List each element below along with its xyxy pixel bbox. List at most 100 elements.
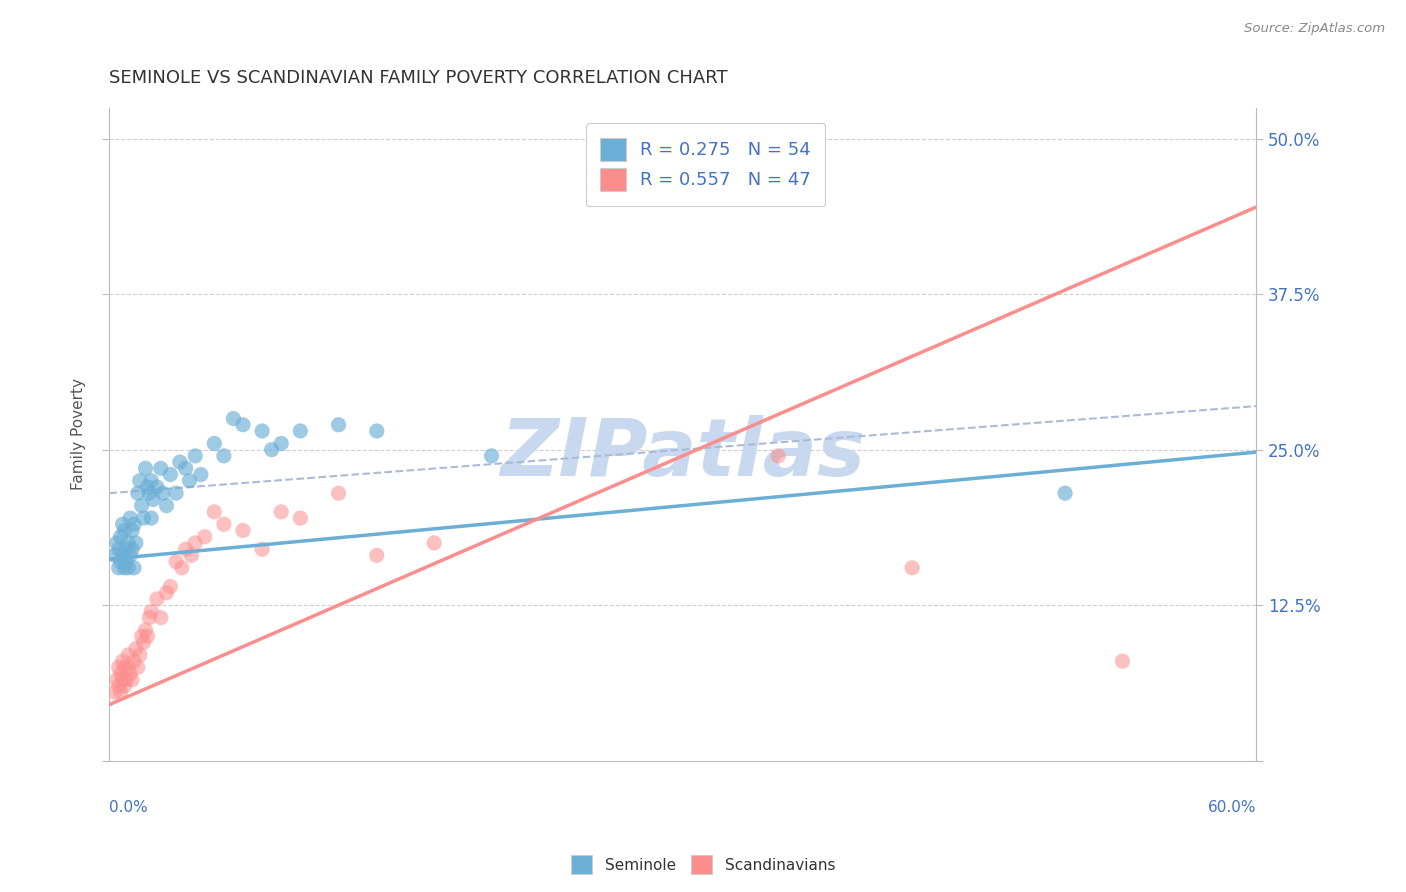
- Point: [120, 666, 142, 681]
- Point: [120, 511, 142, 525]
- Point: [328, 486, 350, 500]
- Point: [232, 524, 254, 538]
- Legend: Seminole, Scandinavians: Seminole, Scandinavians: [565, 849, 841, 880]
- Point: [107, 660, 129, 674]
- Point: [170, 561, 193, 575]
- Point: [122, 517, 145, 532]
- Point: [115, 542, 138, 557]
- Point: [117, 561, 139, 575]
- Text: 60.0%: 60.0%: [1208, 799, 1257, 814]
- Point: [117, 660, 139, 674]
- Point: [114, 660, 136, 674]
- Point: [115, 673, 138, 687]
- Point: [121, 673, 143, 687]
- Point: [180, 549, 202, 563]
- Point: [138, 486, 160, 500]
- Point: [107, 542, 129, 557]
- Point: [128, 648, 150, 662]
- Point: [1054, 486, 1077, 500]
- Point: [165, 486, 187, 500]
- Point: [105, 536, 128, 550]
- Point: [125, 641, 148, 656]
- Point: [138, 610, 160, 624]
- Point: [152, 486, 174, 500]
- Point: [122, 654, 145, 668]
- Point: [114, 679, 136, 693]
- Point: [184, 536, 207, 550]
- Point: [194, 530, 217, 544]
- Point: [110, 666, 132, 681]
- Point: [146, 480, 169, 494]
- Point: [184, 449, 207, 463]
- Point: [114, 561, 136, 575]
- Point: [136, 629, 159, 643]
- Point: [141, 511, 163, 525]
- Point: [105, 673, 128, 687]
- Point: [136, 480, 159, 494]
- Point: [111, 654, 134, 668]
- Point: [423, 536, 446, 550]
- Point: [165, 555, 187, 569]
- Point: [149, 610, 172, 624]
- Point: [111, 549, 134, 563]
- Point: [110, 530, 132, 544]
- Point: [111, 673, 134, 687]
- Point: [107, 561, 129, 575]
- Point: [131, 499, 153, 513]
- Point: [1111, 654, 1133, 668]
- Point: [212, 517, 235, 532]
- Point: [290, 511, 312, 525]
- Point: [146, 591, 169, 606]
- Point: [110, 685, 132, 699]
- Point: [174, 461, 197, 475]
- Point: [121, 542, 143, 557]
- Point: [901, 561, 924, 575]
- Point: [202, 436, 225, 450]
- Point: [127, 660, 149, 674]
- Point: [155, 499, 177, 513]
- Point: [125, 536, 148, 550]
- Point: [328, 417, 350, 432]
- Point: [149, 461, 172, 475]
- Point: [290, 424, 312, 438]
- Point: [141, 604, 163, 618]
- Point: [104, 549, 127, 563]
- Point: [270, 436, 292, 450]
- Text: 0.0%: 0.0%: [110, 799, 148, 814]
- Point: [179, 474, 201, 488]
- Point: [159, 580, 181, 594]
- Point: [104, 685, 127, 699]
- Point: [114, 524, 136, 538]
- Point: [132, 635, 155, 649]
- Point: [115, 555, 138, 569]
- Point: [202, 505, 225, 519]
- Point: [142, 492, 165, 507]
- Point: [120, 549, 142, 563]
- Text: SEMINOLE VS SCANDINAVIAN FAMILY POVERTY CORRELATION CHART: SEMINOLE VS SCANDINAVIAN FAMILY POVERTY …: [110, 69, 728, 87]
- Point: [169, 455, 191, 469]
- Point: [159, 467, 181, 482]
- Point: [212, 449, 235, 463]
- Legend: R = 0.275   N = 54, R = 0.557   N = 47: R = 0.275 N = 54, R = 0.557 N = 47: [586, 123, 825, 205]
- Text: ZIPatlas: ZIPatlas: [501, 415, 865, 492]
- Point: [250, 542, 273, 557]
- Point: [117, 536, 139, 550]
- Point: [127, 486, 149, 500]
- Text: Source: ZipAtlas.com: Source: ZipAtlas.com: [1244, 22, 1385, 36]
- Point: [131, 629, 153, 643]
- Point: [121, 524, 143, 538]
- Point: [768, 449, 790, 463]
- Point: [110, 555, 132, 569]
- Point: [155, 585, 177, 599]
- Point: [141, 474, 163, 488]
- Point: [128, 474, 150, 488]
- Point: [117, 648, 139, 662]
- Point: [222, 411, 245, 425]
- Point: [134, 461, 156, 475]
- Point: [232, 417, 254, 432]
- Point: [270, 505, 292, 519]
- Point: [260, 442, 283, 457]
- Point: [132, 511, 155, 525]
- Point: [366, 424, 388, 438]
- Y-axis label: Family Poverty: Family Poverty: [72, 378, 86, 490]
